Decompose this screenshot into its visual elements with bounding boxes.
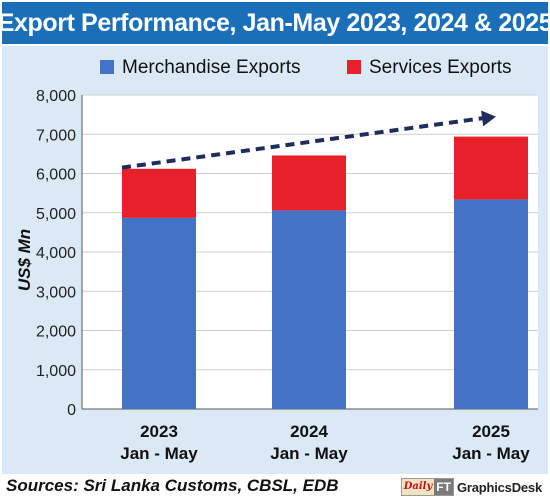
logo-brand-text: GraphicsDesk <box>456 479 542 495</box>
legend-label-services: Services Exports <box>369 57 512 78</box>
y-tick-label: 8,000 <box>36 88 76 105</box>
bar-merchandise-2023 <box>122 217 196 409</box>
legend-label-merchandise: Merchandise Exports <box>122 57 300 78</box>
bar-services-2024 <box>272 155 346 211</box>
bar-merchandise-2025 <box>454 199 528 409</box>
y-tick-label: 2,000 <box>36 324 76 341</box>
y-tick-label: 4,000 <box>36 245 76 262</box>
y-tick-label: 5,000 <box>36 206 76 223</box>
x-tick-sublabel: Jan - May <box>270 444 348 463</box>
chart-title: Export Performance, Jan-May 2023, 2024 &… <box>0 8 550 37</box>
y-tick-label: 0 <box>67 402 76 419</box>
bar-services-2023 <box>122 168 196 218</box>
y-tick-label: 7,000 <box>36 127 76 144</box>
y-tick-label: 3,000 <box>36 284 76 301</box>
y-axis-label: US$ Mn <box>15 229 34 291</box>
legend-swatch-merchandise <box>100 60 114 74</box>
x-tick-sublabel: Jan - May <box>452 444 530 463</box>
y-tick-label: 6,000 <box>36 167 76 184</box>
chart-panel: 0 1,000 2,000 3,000 4,000 5,000 6,000 7,000 8,00… <box>2 46 548 474</box>
bar-merchandise-2024 <box>272 210 346 409</box>
footer: Sources: Sri Lanka Customs, CBSL, EDB Da… <box>0 474 550 500</box>
bar-services-2025 <box>454 136 528 200</box>
title-bar: Export Performance, Jan-May 2023, 2024 &… <box>0 2 550 44</box>
x-tick-label: 2023 <box>140 422 178 441</box>
legend-swatch-services <box>347 60 361 74</box>
trend-arrow-head <box>481 110 496 127</box>
x-tick-sublabel: Jan - May <box>120 444 198 463</box>
y-tick-label: 1,000 <box>36 363 76 380</box>
trend-arrow-line <box>121 115 491 170</box>
stacked-bar-chart: 0 1,000 2,000 3,000 4,000 5,000 6,000 7,000 8,00… <box>15 57 538 463</box>
sources-note: Sources: Sri Lanka Customs, CBSL, EDB <box>6 476 339 495</box>
x-tick-label: 2024 <box>290 422 328 441</box>
logo-ft-text: FT <box>434 479 453 495</box>
dailyft-logo-mark: Daily FT <box>400 478 454 496</box>
logo-daily-text: Daily <box>401 479 435 495</box>
graphicsdesk-logo: Daily FT GraphicsDesk <box>400 478 542 496</box>
x-tick-label: 2025 <box>472 422 510 441</box>
